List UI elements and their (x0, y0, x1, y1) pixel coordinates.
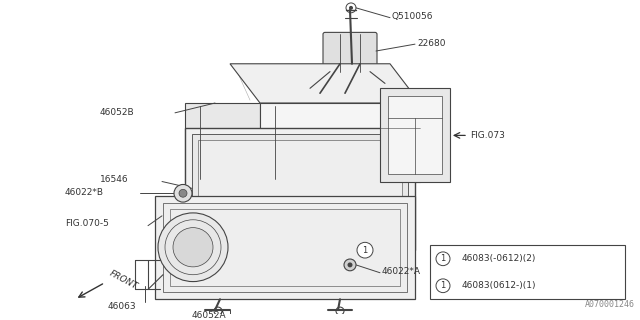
Polygon shape (185, 103, 260, 181)
Text: FIG.073: FIG.073 (470, 131, 505, 140)
Polygon shape (260, 103, 420, 181)
Circle shape (357, 242, 373, 258)
Text: 22680: 22680 (417, 39, 445, 48)
Text: FIG.070-5: FIG.070-5 (65, 219, 109, 228)
Text: 16546: 16546 (100, 175, 129, 184)
Text: FRONT: FRONT (108, 268, 140, 291)
Polygon shape (198, 140, 402, 237)
Polygon shape (163, 203, 407, 292)
Polygon shape (185, 128, 415, 250)
Text: 1: 1 (440, 281, 445, 290)
Circle shape (349, 6, 353, 10)
Text: 46022*A: 46022*A (382, 267, 421, 276)
Bar (430, 245, 625, 299)
Text: 46022*B: 46022*B (65, 188, 104, 197)
Polygon shape (380, 88, 450, 181)
Text: 46083(0612-)(1): 46083(0612-)(1) (462, 281, 536, 290)
Circle shape (348, 262, 353, 267)
Circle shape (179, 189, 187, 197)
Circle shape (344, 259, 356, 271)
Polygon shape (388, 96, 442, 174)
Polygon shape (155, 196, 415, 299)
Circle shape (173, 228, 213, 267)
Text: 1: 1 (440, 254, 445, 263)
Text: 46063: 46063 (108, 302, 136, 311)
FancyBboxPatch shape (323, 32, 377, 74)
Text: A070001246: A070001246 (585, 300, 635, 309)
Polygon shape (192, 134, 408, 243)
Circle shape (158, 213, 228, 282)
Text: 46083(-0612)(2): 46083(-0612)(2) (462, 254, 536, 263)
Text: 46052A: 46052A (192, 311, 227, 320)
Text: Q510056: Q510056 (392, 12, 433, 21)
Polygon shape (230, 64, 420, 103)
Text: 1: 1 (362, 246, 367, 255)
Text: 46052B: 46052B (100, 108, 134, 117)
Circle shape (174, 184, 192, 202)
